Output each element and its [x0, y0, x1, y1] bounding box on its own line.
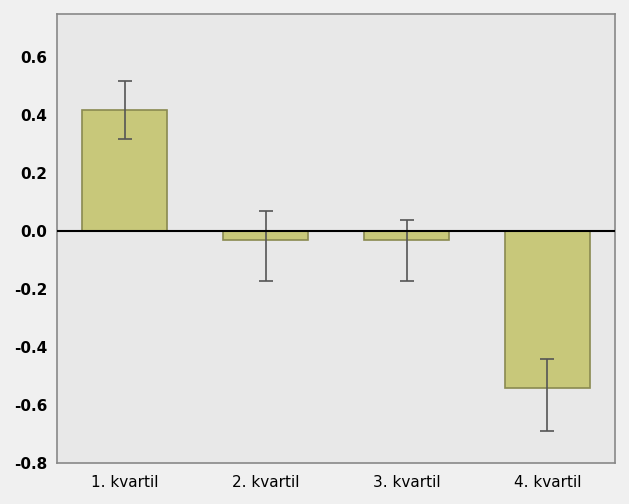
Bar [82, 109, 167, 231]
Bar [505, 231, 590, 388]
Bar [364, 231, 449, 240]
Bar [223, 231, 308, 240]
